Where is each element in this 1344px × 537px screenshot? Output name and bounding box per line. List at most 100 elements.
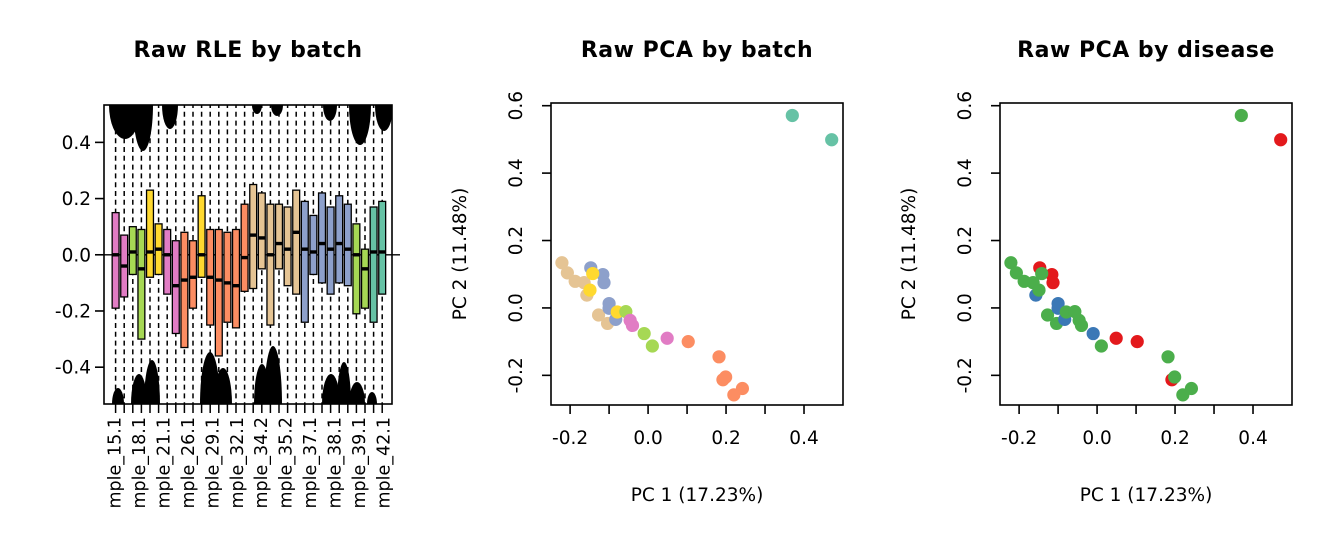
rle-box [283,206,292,287]
rle-box [266,203,275,326]
y-tick-label: 0.4 [506,158,527,187]
pca-point [555,256,569,270]
x-tick-label: mple_18.1 [130,417,150,509]
pca-point [583,283,597,297]
rle-inner [109,105,392,404]
pca-point [1035,266,1049,281]
y-tick-label: 0.0 [62,245,91,266]
x-tick-label: mple_37.1 [301,417,321,509]
rle-box [137,228,146,340]
pca-point [1086,326,1100,341]
x-tick-label: 0.2 [711,428,740,449]
outlier-cluster-top [133,105,153,151]
pca-point [1046,276,1060,290]
pca-point [712,350,726,364]
pca-point [785,108,799,123]
pca-point [1094,339,1108,353]
pca-point [625,318,640,333]
pca-point [1009,266,1023,280]
outlier-cluster-top [323,105,337,121]
pca-point [1109,331,1123,345]
pca-point [1032,283,1046,297]
x-tick-label: mple_34.2 [252,417,272,509]
x-axis-label: PC 1 (17.23%) [1080,485,1213,506]
rle-box [163,228,172,295]
rle-box [223,231,232,323]
plot-frame [999,102,1293,406]
rle-box [180,231,189,349]
x-tick-label: mple_21.1 [154,417,174,509]
outlier-cluster-bottom [367,392,377,404]
plot-frame [550,102,844,406]
x-tick-label: 0.4 [789,428,818,449]
pca-point [1004,256,1018,270]
outlier-cluster-top [349,105,371,145]
pca-point [660,331,674,345]
pca-plot-disease: -0.2 0.0 0.2 0.4 -0.2 0.0 0.2 0.4 0.6 PC 1 (17.23… [899,91,1293,506]
x-tick-label: 0.4 [1238,428,1267,449]
rle-box [309,214,318,276]
pca-point [727,388,741,402]
outlier-cluster-top [375,105,392,131]
y-tick-label: 0.0 [506,293,527,322]
rle-panel-title: Raw RLE by batch [133,38,363,63]
rle-box [111,211,120,309]
x-axis-label: PC 1 (17.23%) [631,485,764,506]
outlier-cluster-bottom [144,360,160,404]
outlier-cluster-top [162,105,178,129]
outlier-cluster-bottom [322,374,340,404]
x-tick-label: mple_35.2 [277,417,297,509]
y-tick-label: -0.2 [506,357,527,393]
rle-box [197,195,206,278]
y-tick-label: 0.6 [506,91,527,120]
rle-box [188,240,198,309]
pca-point [825,133,839,147]
outlier-cluster-top [252,105,262,114]
outlier-cluster-bottom [214,368,232,404]
outlier-cluster-bottom [337,362,351,404]
rle-box [360,248,370,309]
pca-point [681,335,695,349]
y-tick-label: 0.6 [955,91,976,120]
rle-box [352,223,361,315]
rle-box [369,206,378,323]
y-tick-label: -0.2 [55,301,91,322]
rle-box [274,203,284,270]
rle-box [343,203,352,287]
pca-point [1168,370,1182,384]
rle-box [231,228,241,329]
rle-box [378,200,387,295]
pca-batch-panel-title: Raw PCA by batch [580,38,814,63]
outlier-cluster-top [109,105,141,139]
y-tick-label: -0.4 [55,358,91,379]
y-tick-label: -0.2 [955,357,976,393]
outlier-cluster-bottom [112,388,124,404]
outlier-cluster-bottom [349,382,365,404]
rle-box [300,200,309,323]
outlier-cluster-bottom [264,346,282,404]
y-tick-label: 0.2 [506,226,527,255]
rle-box [145,189,155,278]
pca-point [1234,108,1248,123]
x-tick-label: mple_39.1 [350,417,370,509]
pca-point [560,266,574,280]
pca-point [1040,308,1055,322]
outlier-cluster-bottom [131,374,147,404]
rle-box [214,228,223,357]
x-tick-label: 0.0 [1082,428,1111,449]
pca-point [1161,350,1175,364]
x-tick-label: mple_42.1 [374,417,394,509]
y-tick-label: 0.2 [62,189,91,210]
pca-point [597,276,611,290]
x-tick-label: -0.2 [552,428,588,449]
x-tick-label: mple_15.1 [106,417,126,509]
pca-point [1130,335,1144,349]
pca-point [719,370,733,384]
pca-point [637,326,651,341]
pca-point [591,308,606,322]
outlier-cluster-top [271,105,283,116]
y-tick-label: 0.0 [955,293,976,322]
